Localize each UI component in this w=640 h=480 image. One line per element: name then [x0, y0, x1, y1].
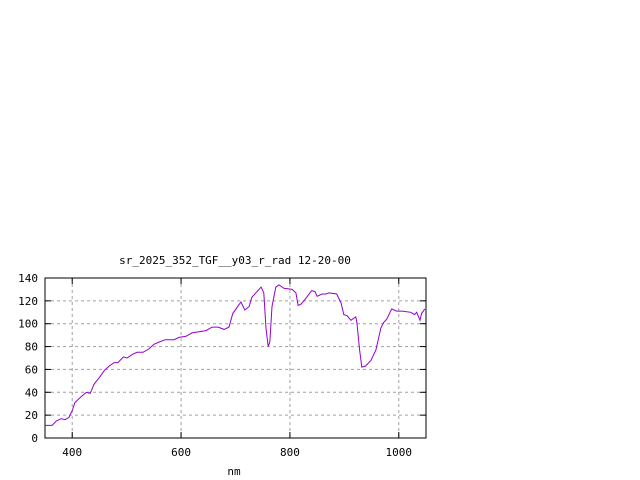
y-tick-label: 20	[25, 409, 38, 422]
chart-title: sr_2025_352_TGF__y03_r_rad 12-20-00	[119, 254, 351, 267]
y-tick-label: 120	[18, 295, 38, 308]
x-axis-label: nm	[227, 465, 241, 478]
ticks: 0 20 40 60 80 100 120 140 400 600 800 1000	[18, 272, 426, 459]
y-tick-label: 0	[31, 432, 38, 445]
grid	[45, 278, 426, 438]
x-tick-label: 600	[171, 446, 191, 459]
x-tick-label: 1000	[386, 446, 413, 459]
x-tick-label: 400	[62, 446, 82, 459]
series-line	[45, 284, 426, 426]
y-tick-label: 140	[18, 272, 38, 285]
y-tick-label: 60	[25, 363, 38, 376]
x-tick-label: 800	[280, 446, 300, 459]
plot-frame	[44, 277, 427, 439]
y-tick-label: 40	[25, 386, 38, 399]
y-tick-label: 100	[18, 318, 38, 331]
y-tick-label: 80	[25, 341, 38, 354]
